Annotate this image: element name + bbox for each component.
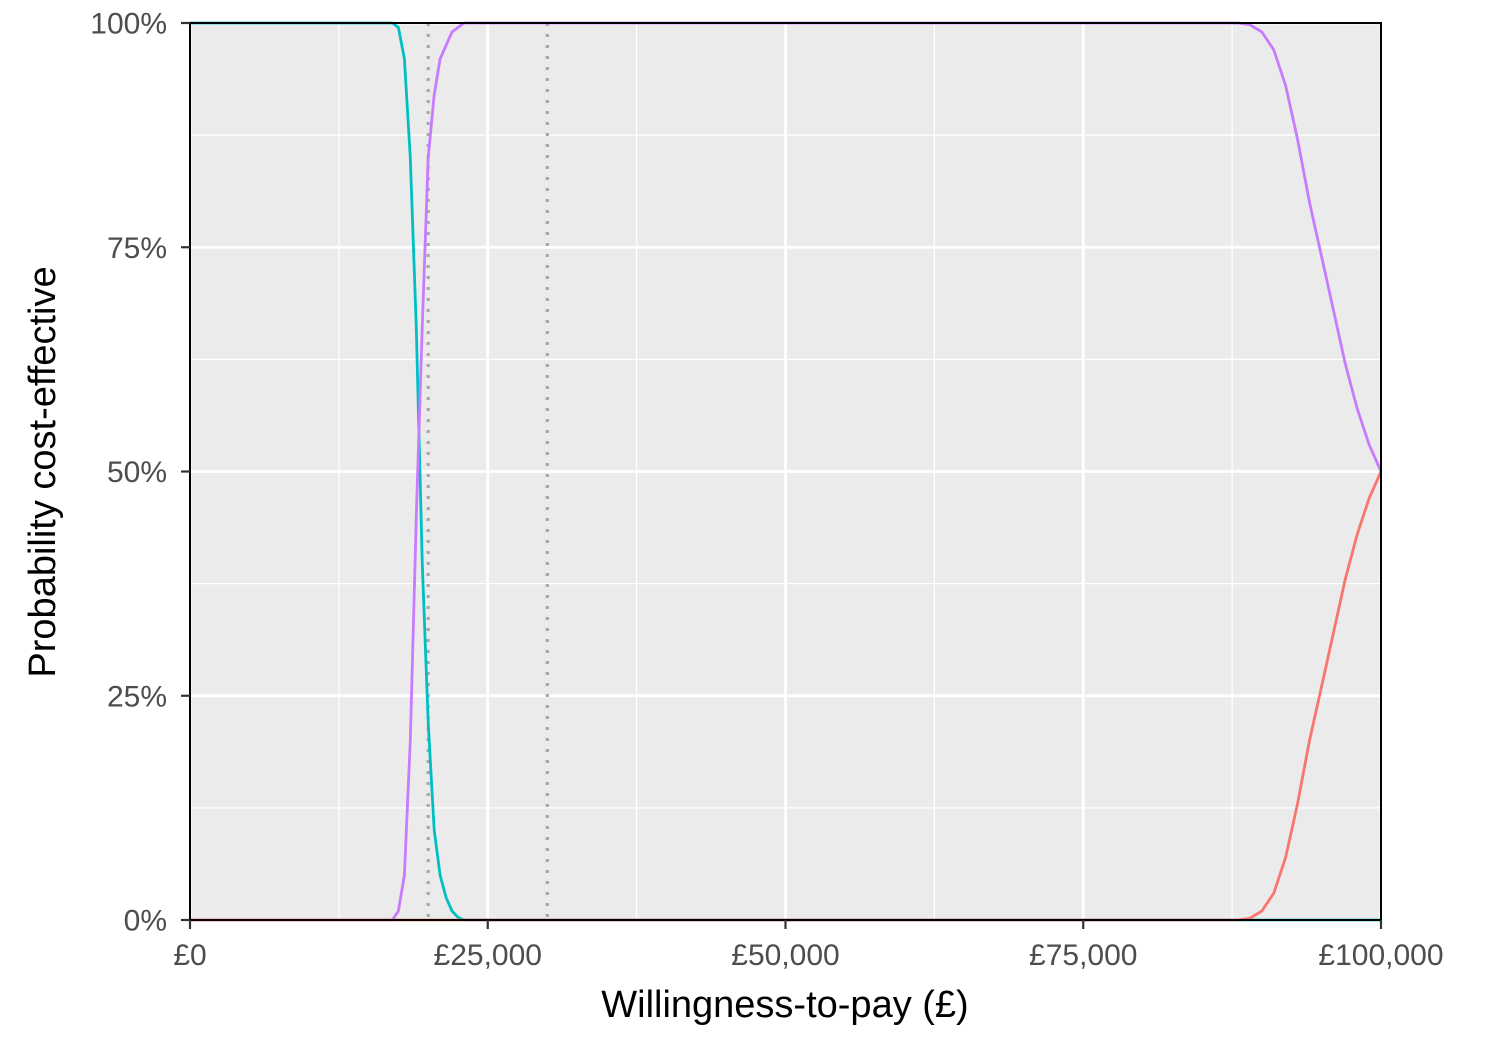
y-tick-label: 50% bbox=[107, 456, 167, 489]
y-axis: 0% 25% 50% 75% 100% bbox=[90, 8, 190, 938]
x-axis: £0 £25,000 £50,000 £75,000 £100,000 bbox=[173, 920, 1444, 972]
series-line-1 bbox=[190, 21, 1381, 922]
x-axis-title: Willingness-to-pay (£) bbox=[601, 984, 968, 1026]
y-axis-title: Probability cost-effective bbox=[22, 266, 64, 677]
y-tick-label: 75% bbox=[107, 232, 167, 265]
x-tick-label: £25,000 bbox=[434, 939, 542, 972]
series-line-3 bbox=[190, 470, 1383, 922]
x-tick-label: £0 bbox=[173, 939, 206, 972]
y-tick-label: 100% bbox=[90, 8, 167, 41]
x-tick-label: £100,000 bbox=[1318, 939, 1443, 972]
y-tick-label: 25% bbox=[107, 680, 167, 713]
x-tick-label: £50,000 bbox=[731, 939, 839, 972]
x-tick-label: £75,000 bbox=[1029, 939, 1137, 972]
y-tick-label: 0% bbox=[124, 905, 167, 938]
